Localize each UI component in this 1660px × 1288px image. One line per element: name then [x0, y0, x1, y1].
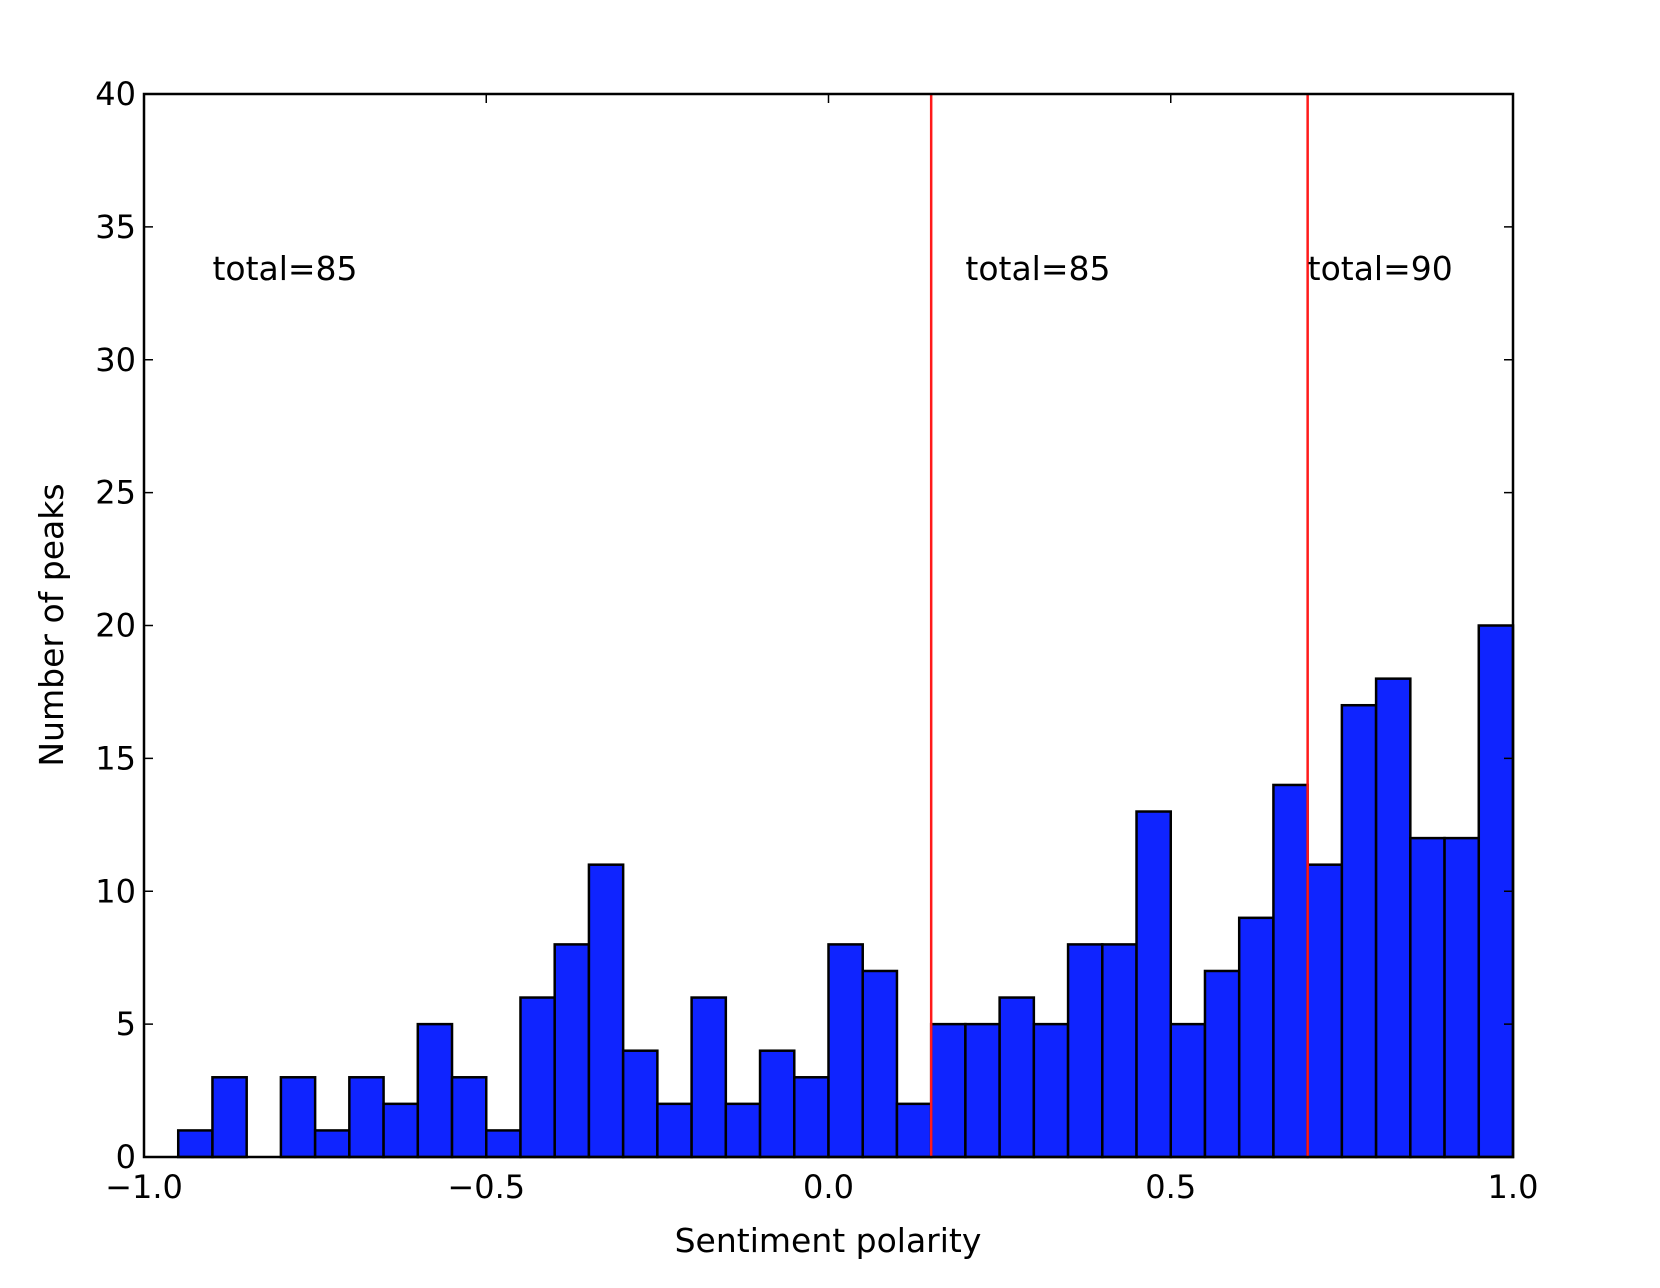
x-tick-label: 0.0 — [803, 1168, 854, 1206]
bars-group — [176, 624, 1515, 1159]
histogram-bar — [861, 969, 899, 1159]
histogram-bar — [553, 943, 591, 1159]
histogram-bar — [758, 1049, 796, 1159]
y-tick-label: 20 — [95, 607, 136, 645]
histogram-bar — [929, 1022, 967, 1159]
y-tick-label: 40 — [95, 75, 136, 113]
histogram-bar — [1237, 916, 1275, 1159]
histogram-bar — [724, 1102, 762, 1159]
y-tick-label: 10 — [95, 872, 136, 910]
histogram-bar — [1443, 836, 1481, 1159]
histogram-bar — [1409, 836, 1446, 1159]
histogram-bar — [1066, 943, 1104, 1159]
histogram-bar — [519, 996, 556, 1159]
y-tick-label: 15 — [95, 739, 136, 777]
total-annotation: total=85 — [212, 249, 357, 288]
histogram-bar — [895, 1102, 933, 1159]
histogram-bar — [1272, 783, 1309, 1159]
histogram-bar — [1169, 1022, 1207, 1159]
histogram-bar — [1135, 810, 1173, 1159]
ticks-group: −1.0 −0.5 0.0 0.5 1.0 0 5 10 15 20 25 30 35 40 — [95, 75, 1538, 1206]
histogram-bar — [656, 1102, 693, 1159]
x-axis-label: Sentiment polarity — [675, 1221, 982, 1260]
histogram-bar — [211, 1076, 248, 1159]
x-tick-label: 1.0 — [1488, 1168, 1539, 1206]
histogram-bar — [1203, 969, 1241, 1159]
histogram-bar — [964, 1022, 1001, 1159]
histogram-bar — [827, 943, 864, 1159]
histogram-bar — [587, 863, 625, 1159]
histogram-bar — [1101, 943, 1138, 1159]
histogram-bar — [1374, 677, 1412, 1159]
y-tick-label: 5 — [116, 1005, 136, 1043]
histogram-bar — [1306, 863, 1344, 1159]
histogram-bar — [416, 1022, 454, 1159]
y-tick-label: 30 — [95, 341, 136, 379]
y-tick-label: 25 — [95, 474, 136, 512]
histogram-bar — [621, 1049, 659, 1159]
histogram-bar — [313, 1129, 351, 1159]
histogram-bar — [176, 1129, 214, 1159]
histogram-bar — [1340, 703, 1378, 1159]
y-tick-label: 35 — [95, 208, 136, 246]
histogram-bar — [793, 1076, 830, 1159]
divider-lines — [929, 94, 1309, 1157]
total-annotation: total=90 — [1308, 249, 1453, 288]
x-tick-label: −0.5 — [447, 1168, 525, 1206]
histogram-bar — [450, 1076, 488, 1159]
histogram-bar — [279, 1076, 317, 1159]
x-tick-label: 0.5 — [1145, 1168, 1196, 1206]
y-axis-label: Number of peaks — [32, 483, 71, 766]
y-tick-label: 0 — [116, 1138, 136, 1176]
annotations-group: total=85 total=85 total=90 — [212, 249, 1452, 288]
histogram-bar — [690, 996, 728, 1159]
histogram-bar — [998, 996, 1036, 1159]
x-tick-label: −1.0 — [105, 1168, 183, 1206]
histogram-bar — [348, 1076, 385, 1159]
histogram-bar — [382, 1102, 420, 1159]
total-annotation: total=85 — [965, 249, 1110, 288]
histogram-bar — [1032, 1022, 1070, 1159]
histogram-bar — [485, 1129, 522, 1159]
